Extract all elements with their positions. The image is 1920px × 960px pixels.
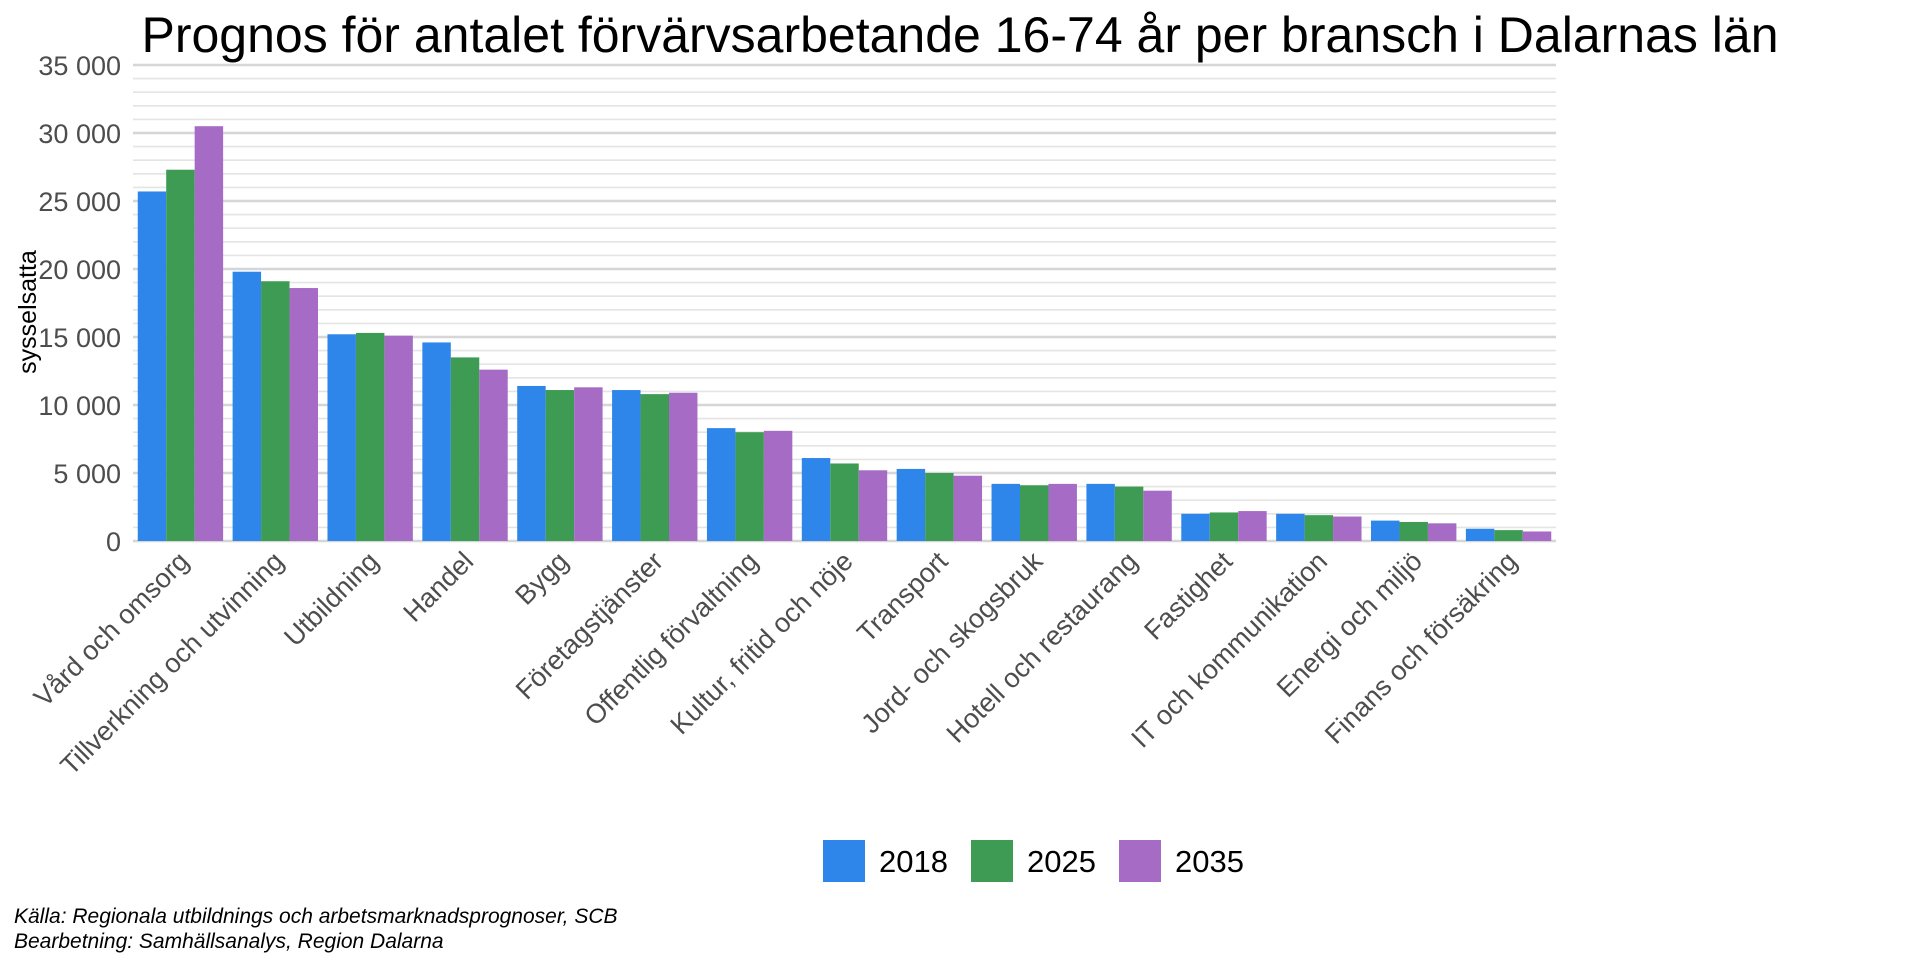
x-category-label: Fastighet: [1138, 546, 1238, 646]
y-tick-label: 35 000: [38, 51, 121, 81]
x-category-label: Vård och omsorg: [28, 546, 195, 713]
legend-swatch: [1119, 840, 1161, 882]
bar-2035-6: [668, 392, 698, 541]
bar-2025-2: [261, 281, 290, 541]
bar-2018-6: [612, 390, 641, 541]
bar-2018-14: [1371, 520, 1400, 541]
bar-2025-12: [1209, 512, 1239, 541]
bar-2025-3: [355, 332, 385, 541]
bar-2018-5: [517, 385, 546, 541]
y-axis-label: sysselsatta: [14, 250, 42, 374]
bar-2025-13: [1304, 515, 1334, 541]
y-tick-label: 10 000: [38, 391, 121, 421]
bar-2018-2: [232, 271, 262, 541]
bar-2035-4: [479, 369, 508, 541]
x-category-label: Jord- och skogsbruk: [855, 546, 1048, 739]
bar-2018-9: [896, 468, 926, 541]
bar-2025-10: [1020, 485, 1049, 541]
legend-item-2025: 2025: [971, 840, 1096, 882]
bar-2025-6: [640, 394, 669, 541]
bar-2025-9: [925, 473, 954, 541]
bar-2018-3: [327, 334, 356, 541]
legend-swatch: [823, 840, 865, 882]
bar-2035-14: [1427, 523, 1457, 541]
y-tick-label: 0: [106, 527, 121, 557]
legend-swatch: [971, 840, 1013, 882]
bar-2018-7: [706, 428, 736, 541]
x-category-label: Offentlig förvaltning: [579, 546, 764, 731]
bar-2035-12: [1238, 511, 1267, 541]
bar-2018-4: [422, 342, 451, 541]
x-category-label: Transport: [851, 546, 954, 649]
bar-2035-9: [953, 475, 983, 541]
legend-label: 2025: [1027, 844, 1096, 879]
x-category-label: Finans och försäkring: [1319, 546, 1523, 750]
y-tick-label: 5 000: [53, 459, 121, 489]
bar-2035-13: [1333, 516, 1362, 541]
x-category-label: Handel: [398, 546, 480, 628]
bar-2035-3: [384, 335, 413, 541]
chart-title: Prognos för antalet förvärvsarbetande 16…: [141, 7, 1778, 63]
bar-2018-15: [1465, 528, 1495, 541]
bars: [137, 126, 1552, 542]
legend-label: 2035: [1175, 844, 1244, 879]
bar-2025-14: [1399, 521, 1428, 541]
x-category-label: Bygg: [509, 546, 574, 611]
bar-2035-5: [574, 387, 603, 541]
y-tick-label: 30 000: [38, 119, 121, 149]
legend-label: 2018: [879, 844, 948, 879]
caption-line: Bearbetning: Samhällsanalys, Region Dala…: [14, 930, 444, 953]
bar-2025-4: [450, 357, 480, 541]
bar-2018-13: [1276, 513, 1305, 541]
bar-2035-8: [858, 470, 888, 541]
bar-2018-10: [991, 483, 1021, 541]
y-tick-label: 25 000: [38, 187, 121, 217]
bar-2025-5: [545, 390, 575, 541]
bar-2025-8: [830, 463, 859, 541]
x-category-label: Kultur, fritid och nöje: [665, 546, 859, 740]
bar-2035-1: [194, 126, 224, 541]
bar-2018-12: [1181, 513, 1210, 541]
bar-2025-7: [735, 432, 764, 541]
bar-2035-2: [289, 288, 318, 541]
legend: 2018 2025 2035: [823, 840, 1244, 882]
caption: Källa: Regionala utbildnings och arbetsm…: [14, 905, 618, 953]
bar-2035-11: [1143, 490, 1172, 541]
caption-line: Källa: Regionala utbildnings och arbetsm…: [14, 905, 618, 928]
legend-item-2018: 2018: [823, 840, 948, 882]
bar-2018-8: [801, 458, 831, 541]
bar-2035-10: [1048, 483, 1077, 541]
y-axis-ticks: 0 5 000 10 000 15 000 20 000 25 000 30 000 35 0…: [38, 51, 121, 557]
bar-2018-1: [137, 191, 167, 542]
x-category-label: Utbildning: [278, 546, 384, 652]
bar-2025-11: [1114, 486, 1144, 541]
bar-2018-11: [1086, 483, 1115, 541]
x-category-label: Hotell och restaurang: [941, 546, 1144, 749]
legend-item-2035: 2035: [1119, 840, 1244, 882]
bar-2035-15: [1522, 531, 1552, 541]
bar-2035-7: [763, 430, 793, 541]
y-tick-label: 15 000: [38, 323, 121, 353]
bar-2025-15: [1494, 530, 1523, 541]
y-tick-label: 20 000: [38, 255, 121, 285]
bar-2025-1: [166, 169, 195, 541]
